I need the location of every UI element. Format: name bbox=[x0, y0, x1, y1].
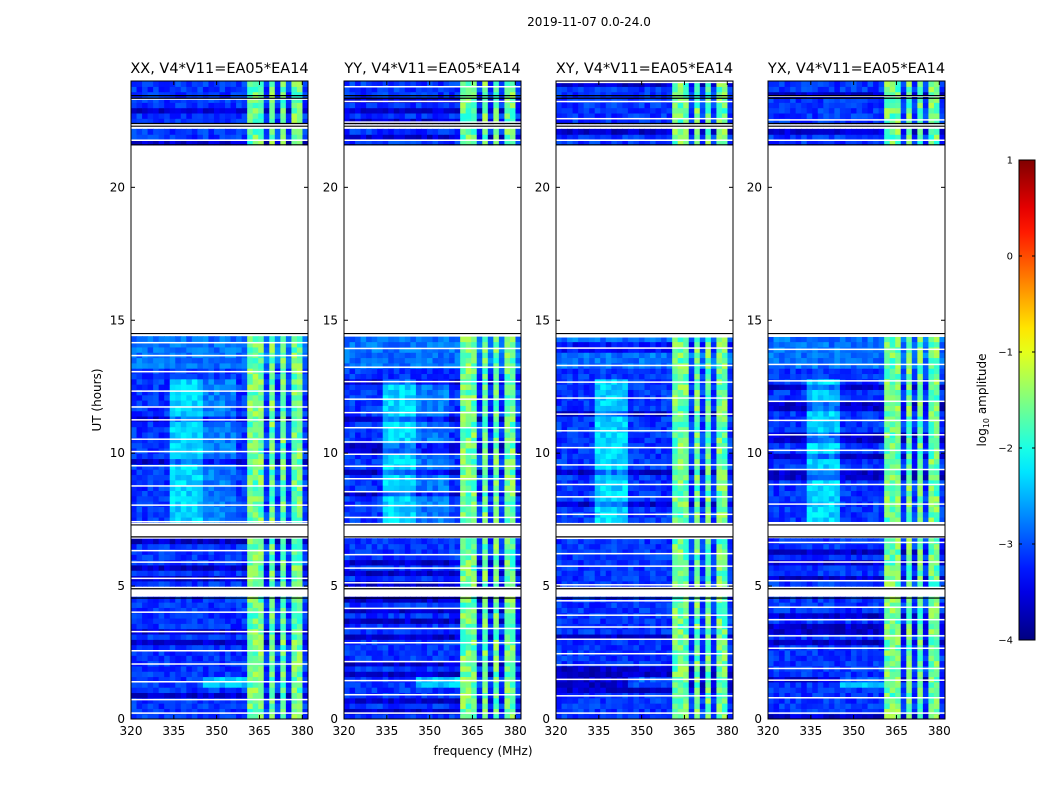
y-tick-label: 20 bbox=[535, 180, 550, 194]
x-tick-label: 350 bbox=[842, 724, 865, 738]
colorbar-tick-label: 1 bbox=[1007, 156, 1013, 167]
heatmap-yy bbox=[344, 81, 521, 719]
y-tick-label: 5 bbox=[754, 579, 762, 593]
heatmap-xx bbox=[131, 81, 308, 719]
panel-title: XY, V4*V11=EA05*EA14 bbox=[556, 61, 733, 77]
panel-title: YX, V4*V11=EA05*EA14 bbox=[767, 61, 945, 77]
y-tick-label: 20 bbox=[110, 180, 125, 194]
x-tick-label: 320 bbox=[120, 724, 143, 738]
x-tick-label: 350 bbox=[205, 724, 228, 738]
colorbar-tick-label: 0 bbox=[1007, 252, 1013, 263]
x-tick-label: 365 bbox=[885, 724, 908, 738]
y-tick-label: 20 bbox=[747, 180, 762, 194]
colorbar: 1 0 −1 −2 −3 −4 log10 amplitude bbox=[975, 156, 1036, 647]
y-tick-label: 0 bbox=[117, 712, 125, 726]
x-tick-label: 380 bbox=[291, 724, 314, 738]
y-tick-label: 5 bbox=[542, 579, 550, 593]
y-tick-label: 15 bbox=[747, 313, 762, 327]
x-tick-label: 320 bbox=[545, 724, 568, 738]
x-axis-label: frequency (MHz) bbox=[433, 744, 532, 758]
y-tick-label: 10 bbox=[323, 446, 338, 460]
panels: XX, V4*V11=EA05*EA14 320 335 350 365 380 0 5 10 1… bbox=[110, 61, 951, 738]
panel-frame bbox=[555, 80, 734, 720]
y-axis-label: UT (hours) bbox=[90, 368, 104, 431]
y-tick-label: 5 bbox=[330, 579, 338, 593]
x-tick-label: 365 bbox=[248, 724, 271, 738]
y-tick-label: 15 bbox=[323, 313, 338, 327]
x-tick-label: 335 bbox=[162, 724, 185, 738]
x-tick-label: 335 bbox=[799, 724, 822, 738]
panel-yy: YY, V4*V11=EA05*EA14 320 335 350 365 380 0 5 10 1… bbox=[323, 61, 527, 738]
colorbar-gradient bbox=[1018, 159, 1036, 641]
colorbar-tick-label: −2 bbox=[998, 444, 1013, 455]
y-tick-label: 10 bbox=[110, 446, 125, 460]
panel-frame bbox=[767, 80, 946, 720]
x-tick-label: 335 bbox=[587, 724, 610, 738]
y-tick-label: 20 bbox=[323, 180, 338, 194]
y-tick-label: 15 bbox=[110, 313, 125, 327]
y-tick-label: 0 bbox=[754, 712, 762, 726]
x-tick-label: 365 bbox=[461, 724, 484, 738]
x-tick-label: 320 bbox=[757, 724, 780, 738]
heatmap-xy bbox=[556, 81, 733, 719]
y-tick-label: 0 bbox=[330, 712, 338, 726]
panel-yx: YX, V4*V11=EA05*EA14 320 335 350 365 380 0 5 10 1… bbox=[747, 61, 951, 738]
x-tick-label: 380 bbox=[716, 724, 739, 738]
y-tick-label: 15 bbox=[535, 313, 550, 327]
colorbar-tick-label: −3 bbox=[998, 540, 1013, 551]
y-tick-label: 10 bbox=[747, 446, 762, 460]
x-tick-label: 380 bbox=[504, 724, 527, 738]
panel-frame bbox=[130, 80, 309, 720]
panel-frame bbox=[343, 80, 522, 720]
colorbar-label: log10 amplitude bbox=[975, 354, 991, 447]
figure-suptitle: 2019-11-07 0.0-24.0 bbox=[527, 15, 651, 29]
x-tick-label: 335 bbox=[375, 724, 398, 738]
colorbar-tick-label: −4 bbox=[998, 636, 1013, 647]
x-tick-label: 350 bbox=[418, 724, 441, 738]
panel-xx: XX, V4*V11=EA05*EA14 320 335 350 365 380 0 5 10 1… bbox=[110, 61, 314, 738]
x-tick-label: 350 bbox=[630, 724, 653, 738]
x-tick-label: 320 bbox=[333, 724, 356, 738]
panel-title: YY, V4*V11=EA05*EA14 bbox=[343, 61, 520, 77]
x-tick-label: 380 bbox=[928, 724, 951, 738]
heatmap-yx bbox=[768, 81, 945, 719]
panel-xy: XY, V4*V11=EA05*EA14 320 335 350 365 380 0 5 10 1… bbox=[535, 61, 739, 738]
colorbar-tick-label: −1 bbox=[998, 348, 1013, 359]
y-tick-label: 5 bbox=[117, 579, 125, 593]
y-tick-label: 10 bbox=[535, 446, 550, 460]
x-tick-label: 365 bbox=[673, 724, 696, 738]
panel-title: XX, V4*V11=EA05*EA14 bbox=[130, 61, 308, 77]
y-tick-label: 0 bbox=[542, 712, 550, 726]
